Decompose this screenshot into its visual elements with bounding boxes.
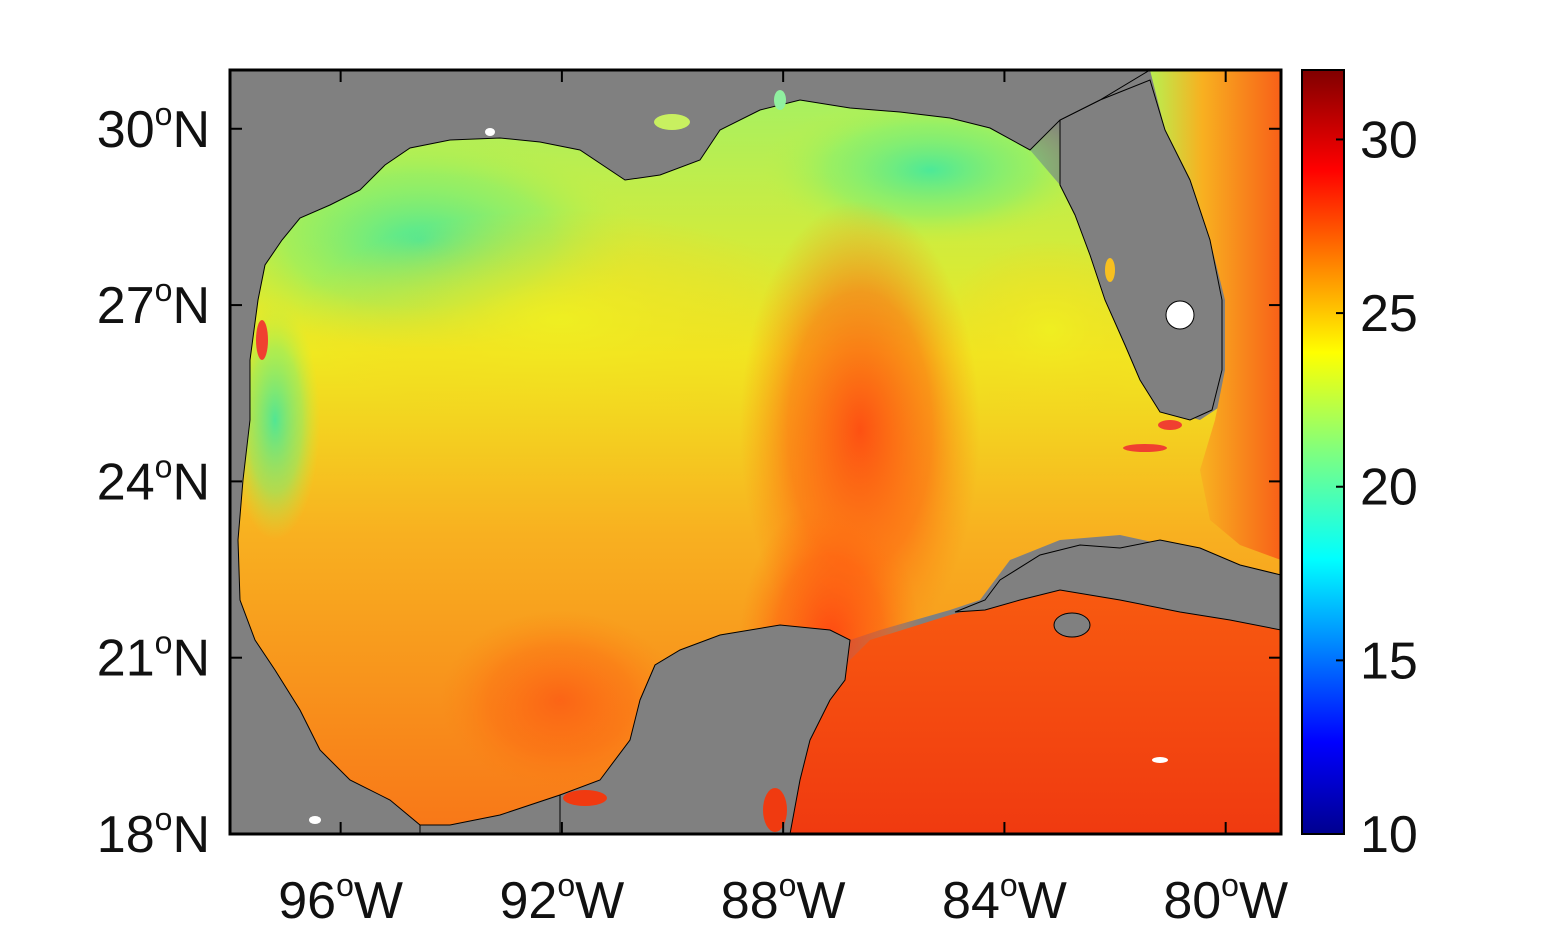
lon-tick-label: 84oW [942,867,1067,930]
colorbar-tick-label: 15 [1360,632,1418,690]
marsh-fleck [654,114,690,130]
florida-land [1059,79,1223,421]
lon-tick-label: 96oW [278,867,403,930]
bay-of-campeche-warm [440,610,680,790]
lon-tick-label: 92oW [500,867,625,930]
lat-tick-label: 18oN [97,801,210,864]
caribbean-sea-water [790,590,1281,834]
marsh-fleck [1158,420,1182,430]
colorbar-tick-label: 20 [1360,459,1418,517]
marsh-fleck [1123,444,1167,452]
atlantic-water [1150,70,1281,560]
lat-tick-label: 30oN [97,96,210,159]
marsh-fleck [485,128,495,136]
marsh-fleck [256,320,268,360]
lon-tick-label: 80oW [1163,867,1288,930]
map-frame [228,68,1283,836]
lake-okeechobee [1165,300,1195,330]
mexico-south-land [230,70,561,834]
colorbar: 30 25 20 15 10 [1301,69,1418,864]
lat-tick-label: 27oN [97,272,210,335]
marsh-fleck [1105,258,1115,282]
lon-tick-label: 88oW [721,867,846,930]
terminos-lagoon [563,790,607,806]
lat-tick-label: 21oN [97,625,210,688]
marsh-fleck [309,816,321,824]
isle-of-youth [1053,612,1091,638]
marsh-fleck [1152,757,1168,763]
cuba-land [954,539,1281,631]
western-land [230,70,1151,834]
map-axes [230,70,1281,834]
colorbar-ticks: 30 25 20 15 10 [1336,111,1418,864]
colorbar-gradient [1302,70,1344,834]
marsh-fleck [774,90,786,110]
colorbar-frame [1301,69,1345,835]
colorbar-tick-label: 25 [1360,285,1418,343]
colorbar-tick-label: 10 [1360,806,1418,864]
longitude-ticks: 96oW 92oW 88oW 84oW 80oW [278,70,1288,930]
yucatan-land [559,624,851,834]
colorbar-tick-label: 30 [1360,111,1418,169]
lat-tick-label: 24oN [97,448,210,511]
central-yellow-zone [300,210,820,430]
west-coast-cool-band [230,300,320,540]
belize-coastal-warm [763,788,787,832]
latitude-ticks: 30oN 27oN 24oN 21oN 18oN [97,96,1281,864]
